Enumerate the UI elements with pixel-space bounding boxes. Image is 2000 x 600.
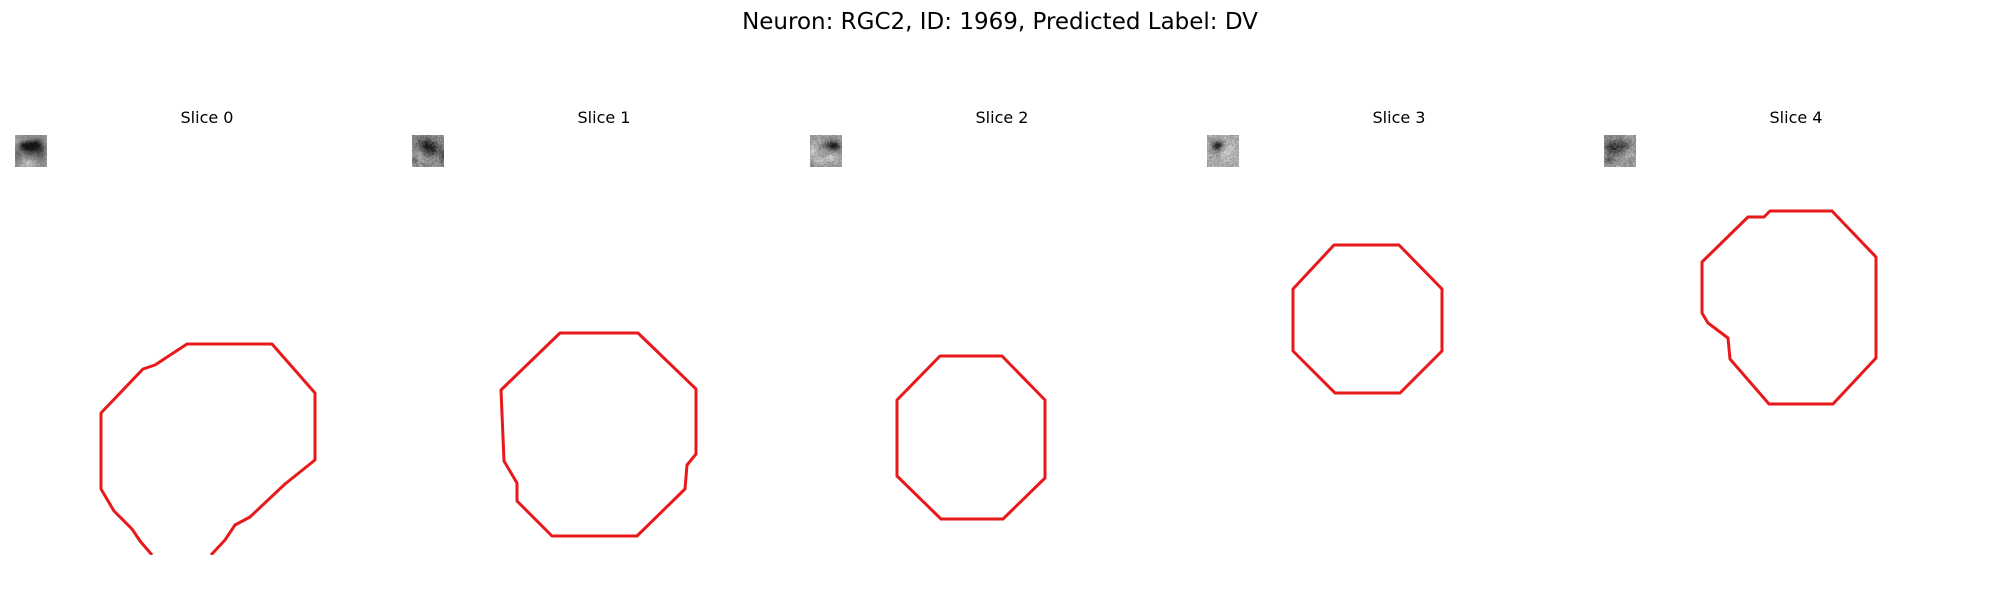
slice-noise-image-3	[1207, 135, 1239, 167]
slice-title-0: Slice 0	[180, 108, 234, 127]
slice-panel-4: Slice 4	[1604, 108, 1988, 519]
slice-image-4	[1604, 135, 1988, 519]
roi-contour-3	[1291, 243, 1444, 395]
slice-title-3: Slice 3	[1372, 108, 1426, 127]
slice-noise-image-0	[15, 135, 47, 167]
slice-panel-0: Slice 0	[15, 108, 399, 557]
slice-title-1: Slice 1	[577, 108, 631, 127]
slice-image-3	[1207, 135, 1591, 519]
slice-image-1	[412, 135, 796, 538]
slice-noise-image-2	[810, 135, 842, 167]
slice-title-2: Slice 2	[975, 108, 1029, 127]
roi-contour-4	[1700, 209, 1878, 406]
slice-noise-image-4	[1604, 135, 1636, 167]
roi-contour-2	[895, 354, 1047, 521]
slice-panel-3: Slice 3	[1207, 108, 1591, 519]
figure-title: Neuron: RGC2, ID: 1969, Predicted Label:…	[742, 9, 1258, 35]
slice-image-2	[810, 135, 1194, 521]
roi-contour-1	[499, 331, 698, 538]
slice-panel-1: Slice 1	[412, 108, 796, 538]
slice-noise-image-1	[412, 135, 444, 167]
slice-title-4: Slice 4	[1769, 108, 1823, 127]
slice-image-0	[15, 135, 399, 557]
roi-contour-0	[99, 342, 317, 557]
slice-panel-2: Slice 2	[810, 108, 1194, 521]
